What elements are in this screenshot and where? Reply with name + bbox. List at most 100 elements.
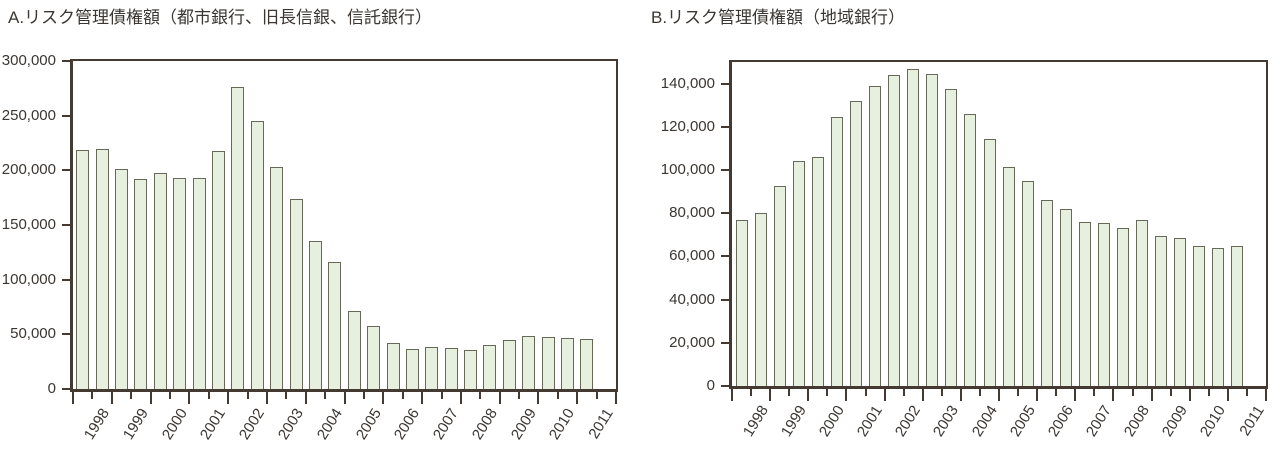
- bar-b-2001h1: [850, 100, 862, 386]
- x-year-label: 2001: [197, 405, 230, 443]
- x-axis-tick: [959, 389, 962, 401]
- x-axis-tick: [343, 392, 346, 404]
- bar-a-2001h2: [211, 150, 225, 389]
- y-tick-label: 100,000: [1, 270, 56, 288]
- bar-a-1999h2: [134, 179, 148, 389]
- x-axis-tick: [940, 389, 943, 396]
- x-year-label: 2011: [585, 405, 618, 442]
- x-axis-tick: [845, 389, 848, 401]
- x-year-label: 2000: [158, 405, 191, 443]
- x-year-label: 2009: [1159, 402, 1192, 440]
- x-axis-tick: [978, 389, 981, 396]
- x-axis-tick: [227, 392, 230, 404]
- bar-a-2008h1: [464, 350, 478, 389]
- x-axis-tick: [595, 392, 598, 399]
- bar-b-1999h1: [773, 186, 786, 386]
- x-axis-tick: [304, 392, 307, 404]
- x-axis-tick: [537, 392, 540, 404]
- y-tick-label: 80,000: [669, 204, 715, 222]
- y-axis-tick: [721, 212, 729, 215]
- bar-a-2000h2: [173, 178, 187, 389]
- y-axis-tick: [62, 278, 70, 281]
- x-year-label: 2011: [1235, 402, 1268, 439]
- x-axis-tick: [324, 392, 327, 399]
- x-axis-tick: [1112, 389, 1115, 401]
- chart-a-title: A.リスク管理債権額（都市銀行、旧長信銀、信託銀行）: [8, 8, 433, 27]
- bar-b-2006h2: [1059, 208, 1072, 386]
- bar-a-2007h1: [425, 346, 439, 389]
- x-axis-tick: [479, 392, 482, 399]
- bar-a-2005h2: [367, 325, 381, 389]
- x-axis-tick: [285, 392, 288, 399]
- bar-b-2004h2: [983, 138, 996, 386]
- bar-b-2002h1: [888, 75, 901, 386]
- y-tick-label: 0: [47, 380, 56, 397]
- bar-a-2004h2: [328, 262, 342, 389]
- bar-a-2009h1: [502, 339, 516, 389]
- bar-a-2006h1: [386, 342, 400, 389]
- x-year-label: 2004: [313, 405, 346, 443]
- x-year-label: 1998: [80, 405, 113, 443]
- bar-b-2001h2: [869, 85, 881, 386]
- y-axis-tick: [62, 388, 70, 390]
- y-axis-tick: [721, 82, 729, 85]
- x-axis-tick: [1036, 389, 1039, 401]
- bar-b-2009h1: [1155, 235, 1168, 386]
- x-axis-tick: [1074, 389, 1077, 401]
- x-axis-tick: [1017, 389, 1020, 396]
- y-axis-tick: [721, 169, 729, 171]
- x-year-label: 2005: [352, 405, 385, 443]
- bar-a-2001h1: [192, 178, 206, 389]
- x-year-label: 2008: [1120, 402, 1154, 440]
- x-axis-tick: [207, 392, 210, 399]
- x-axis-tick: [1150, 389, 1153, 401]
- x-year-label: 2002: [892, 402, 925, 440]
- bar-b-2010h2: [1212, 247, 1225, 386]
- x-axis-tick: [498, 392, 501, 404]
- x-axis-tick: [188, 392, 191, 404]
- chart-b-title: B.リスク管理債権額（地域銀行）: [651, 8, 906, 27]
- x-axis-tick: [130, 392, 133, 399]
- y-tick-label: 0: [706, 377, 715, 394]
- y-tick-label: 140,000: [660, 74, 715, 92]
- x-year-label: 2003: [274, 405, 307, 443]
- y-tick-label: 40,000: [669, 290, 715, 308]
- x-axis-tick: [1226, 389, 1229, 401]
- bar-a-1998h2: [95, 148, 109, 389]
- y-tick-label: 300,000: [1, 52, 56, 69]
- bar-b-2003h2: [945, 89, 958, 386]
- x-axis-tick: [246, 392, 249, 399]
- x-axis-tick: [883, 389, 886, 401]
- x-axis-tick: [576, 392, 579, 404]
- x-axis-tick: [1093, 389, 1096, 396]
- x-year-label: 1998: [739, 402, 772, 440]
- bar-a-2006h2: [405, 348, 419, 389]
- bar-b-2003h1: [926, 73, 939, 386]
- bar-b-2011h1: [1231, 245, 1244, 386]
- y-tick-label: 50,000: [10, 325, 56, 343]
- x-year-label: 2002: [235, 405, 269, 443]
- x-axis-tick: [110, 392, 113, 404]
- x-axis-tick: [1188, 389, 1191, 401]
- y-tick-label: 200,000: [1, 161, 56, 179]
- x-axis-tick: [440, 392, 443, 399]
- bar-b-2005h2: [1021, 180, 1034, 386]
- x-axis-tick: [1245, 389, 1248, 396]
- bar-a-1999h1: [115, 169, 128, 389]
- chart-a-plot-area: 0 50,000 100,000 150,000 200,000 250,000 300,0…: [2, 52, 618, 443]
- x-year-label: 2000: [815, 402, 848, 440]
- x-axis-tick: [1265, 389, 1267, 401]
- y-axis-tick: [62, 114, 70, 117]
- bar-a-2010h2: [561, 337, 574, 389]
- x-axis-tick: [91, 392, 94, 399]
- x-axis-tick: [921, 389, 924, 401]
- x-year-label: 2007: [429, 405, 463, 443]
- y-axis-tick: [62, 169, 70, 172]
- x-year-label: 2001: [853, 402, 887, 440]
- bar-b-1998h2: [754, 213, 767, 386]
- bar-a-2002h1: [231, 87, 245, 389]
- x-axis-tick: [149, 392, 152, 404]
- y-axis-tick: [721, 125, 729, 128]
- x-axis-tick: [615, 392, 617, 404]
